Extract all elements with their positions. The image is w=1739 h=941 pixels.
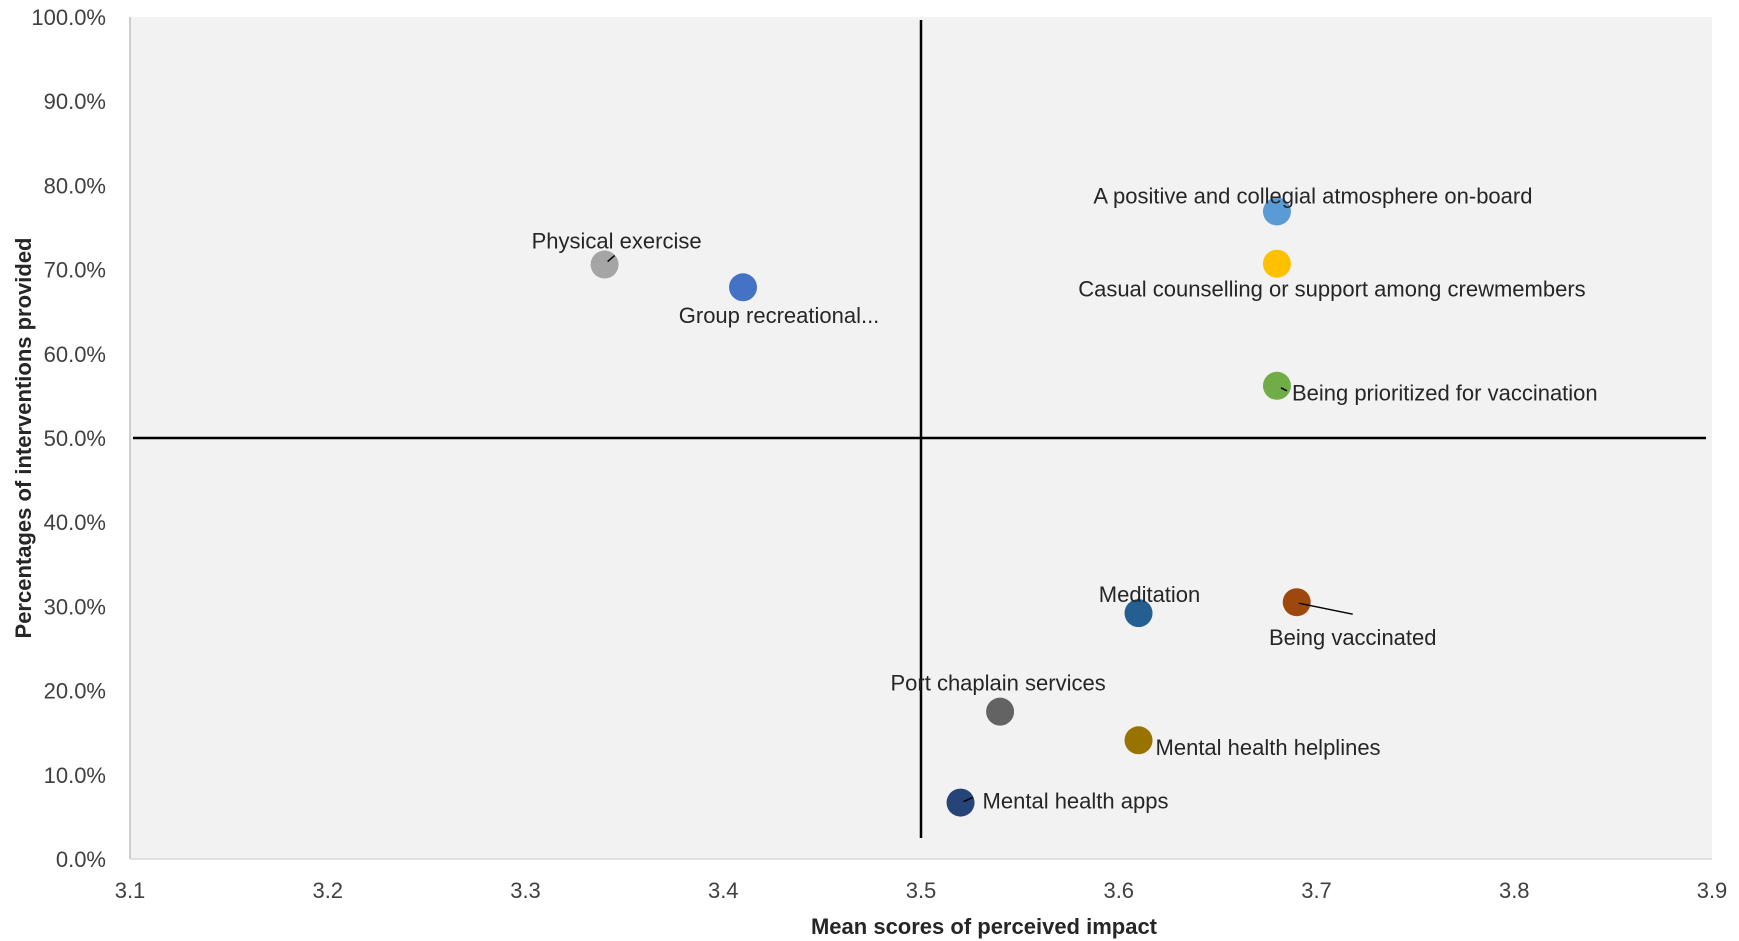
data-point (1124, 726, 1153, 755)
data-point (986, 697, 1015, 726)
data-label: Being vaccinated (1269, 625, 1437, 650)
x-tick-label: 3.1 (115, 878, 146, 903)
y-tick-label: 60.0% (44, 342, 106, 367)
y-tick-label: 0.0% (56, 847, 106, 872)
data-labels: A positive and collegial atmosphere on-b… (532, 183, 1598, 813)
x-axis-title: Mean scores of perceived impact (811, 914, 1158, 939)
x-tick-label: 3.3 (510, 878, 541, 903)
x-tick-label: 3.9 (1697, 878, 1728, 903)
reference-lines (133, 20, 1706, 838)
data-label: Casual counselling or support among crew… (1078, 277, 1585, 302)
x-axis-ticks: 3.1 3.2 3.3 3.4 3.5 3.6 3.7 3.8 3.9 (115, 878, 1728, 903)
y-tick-label: 40.0% (44, 510, 106, 535)
y-tick-label: 70.0% (44, 258, 106, 283)
data-point (1124, 599, 1153, 628)
data-label: Physical exercise (532, 228, 702, 253)
y-tick-label: 20.0% (44, 679, 106, 704)
data-label: Mental health helplines (1156, 735, 1381, 760)
y-tick-label: 50.0% (44, 426, 106, 451)
label-leader-line (963, 796, 973, 803)
y-axis-ticks: 0.0% 10.0% 20.0% 30.0% 40.0% 50.0% 60.0% 70.0% 8… (31, 5, 106, 872)
data-label: Group recreational... (679, 303, 880, 328)
y-tick-label: 80.0% (44, 173, 106, 198)
y-tick-label: 100.0% (31, 5, 106, 30)
x-tick-label: 3.6 (1103, 878, 1134, 903)
data-label: Mental health apps (983, 788, 1169, 813)
data-label: Port chaplain services (890, 670, 1105, 695)
data-point (1262, 197, 1291, 226)
y-tick-label: 90.0% (44, 89, 106, 114)
data-point (1282, 588, 1311, 617)
data-label: A positive and collegial atmosphere on-b… (1093, 183, 1532, 208)
data-point (590, 250, 619, 279)
label-leader-line (1280, 387, 1288, 392)
x-tick-label: 3.4 (708, 878, 739, 903)
data-label: Being prioritized for vaccination (1292, 381, 1598, 406)
y-tick-label: 10.0% (44, 763, 106, 788)
x-tick-label: 3.8 (1499, 878, 1530, 903)
label-leader-line (607, 254, 616, 263)
data-point (729, 273, 758, 302)
x-tick-label: 3.5 (906, 878, 937, 903)
data-point (1262, 249, 1291, 278)
data-point (1262, 371, 1291, 400)
y-tick-label: 30.0% (44, 594, 106, 619)
x-tick-label: 3.7 (1301, 878, 1332, 903)
y-axis-title: Percentages of interventions provided (11, 238, 36, 639)
data-label: Meditation (1099, 582, 1201, 607)
x-tick-label: 3.2 (312, 878, 343, 903)
data-point (946, 788, 975, 817)
label-leader-line (1298, 602, 1353, 615)
